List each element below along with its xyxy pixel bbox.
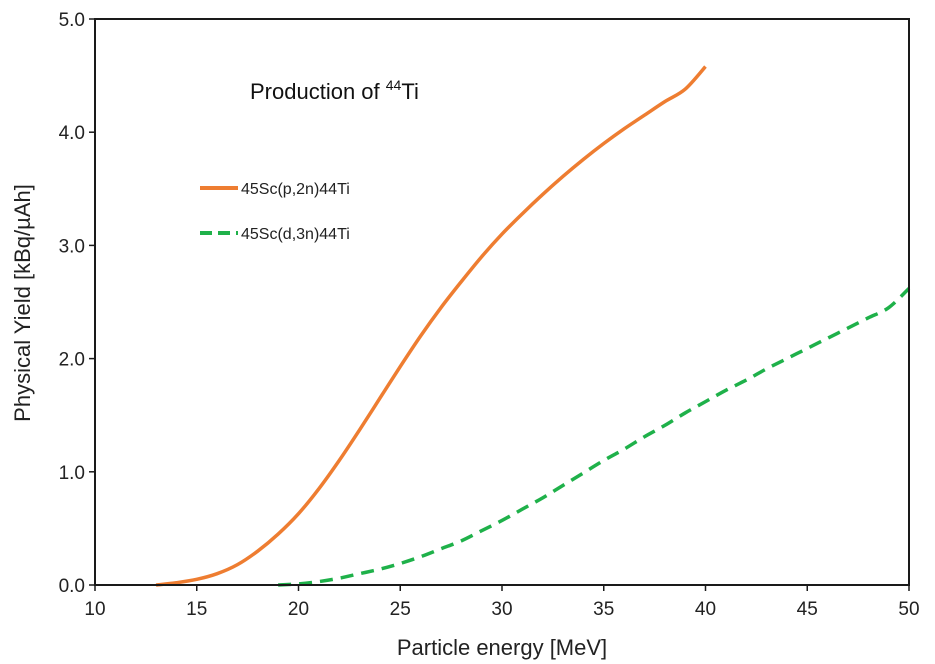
annotation-suffix: Ti [401, 79, 419, 104]
x-tick-label: 30 [491, 599, 512, 620]
y-tick-label: 4.0 [59, 123, 85, 144]
series-line-p2n [155, 65, 707, 587]
y-tick-label: 5.0 [59, 10, 85, 31]
y-tick-label: 2.0 [59, 350, 85, 371]
axis-ticks: 10 15 20 25 30 35 40 45 50 0.0 1.0 2.0 3.0 4.0 5.0 [59, 10, 920, 620]
y-axis-label: Physical Yield [kBq/µAh] [10, 184, 35, 422]
series-line-d3n [278, 287, 911, 587]
production-annotation: Production of 44Ti [250, 77, 419, 104]
legend-label-p2n: 45Sc(p,2n)44Ti [241, 181, 350, 198]
y-tick-label: 3.0 [59, 236, 85, 257]
series-lines [155, 65, 911, 587]
y-tick-label: 1.0 [59, 463, 85, 484]
annotation-superscript: 44 [386, 77, 402, 93]
x-tick-label: 15 [186, 599, 207, 620]
x-tick-label: 35 [593, 599, 614, 620]
x-tick-label: 10 [84, 599, 105, 620]
x-tick-label: 50 [898, 599, 919, 620]
x-tick-label: 20 [288, 599, 309, 620]
plot-frame [94, 18, 910, 586]
x-tick-label: 25 [390, 599, 411, 620]
x-tick-label: 40 [695, 599, 716, 620]
y-tick-label: 0.0 [59, 576, 85, 597]
legend-label-d3n: 45Sc(d,3n)44Ti [241, 226, 350, 243]
x-axis-label: Particle energy [MeV] [397, 635, 607, 660]
annotation-prefix: Production of [250, 79, 386, 104]
x-tick-label: 45 [797, 599, 818, 620]
legend: 45Sc(p,2n)44Ti 45Sc(d,3n)44Ti [200, 181, 350, 243]
